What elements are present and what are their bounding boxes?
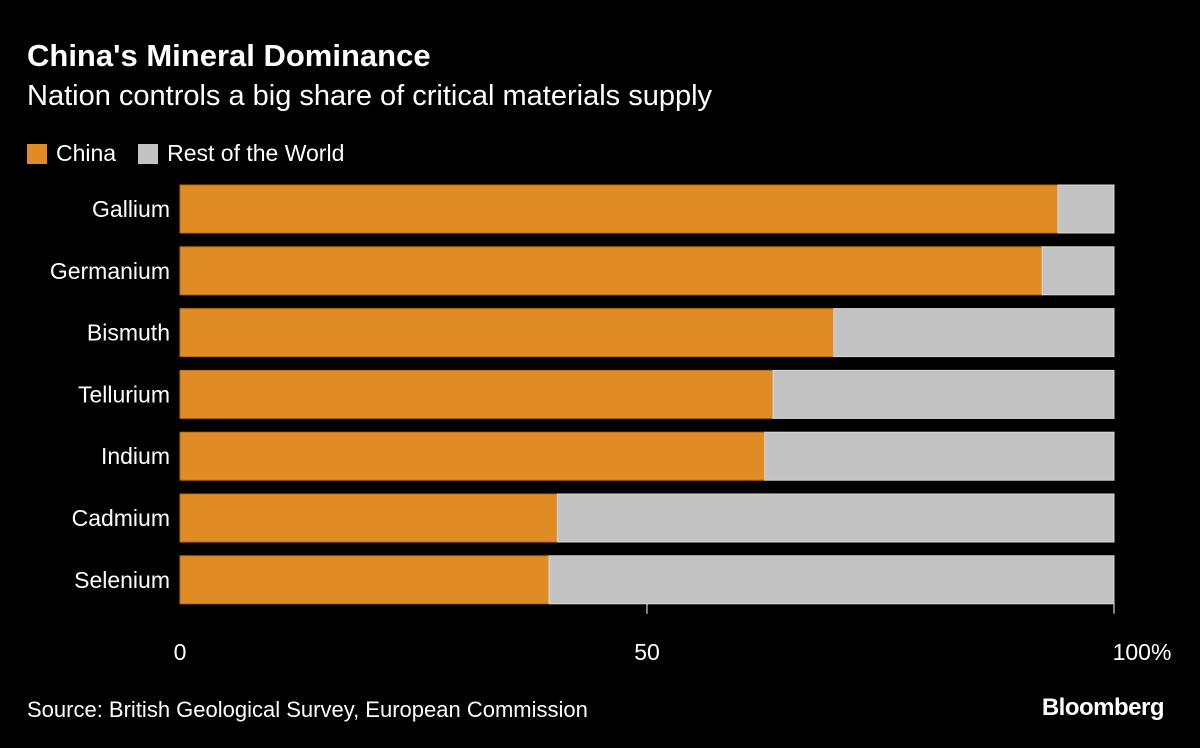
source-note: Source: British Geological Survey, Europ… bbox=[27, 697, 588, 722]
category-label: Bismuth bbox=[87, 320, 170, 346]
bar-gallium-china bbox=[179, 184, 1059, 234]
bar-selenium-rest-of-world bbox=[548, 555, 1115, 605]
chart-title: China's Mineral Dominance bbox=[27, 38, 431, 73]
legend-swatch-china bbox=[27, 143, 47, 164]
legend-item-rest-of-world: Rest of the World bbox=[138, 140, 344, 167]
x-tick-label: 50 bbox=[634, 639, 660, 665]
bar-cadmium-china bbox=[179, 493, 558, 543]
legend-swatch-rest-of-world bbox=[138, 143, 159, 164]
bloomberg-logo: Bloomberg bbox=[1041, 694, 1165, 721]
bar-indium-china bbox=[179, 431, 766, 481]
category-label: Cadmium bbox=[72, 505, 170, 531]
category-label: Indium bbox=[101, 443, 170, 469]
chart-subtitle: Nation controls a big share of critical … bbox=[27, 80, 713, 112]
x-tick-label: 100% bbox=[1113, 639, 1172, 665]
legend-label-rest-of-world: Rest of the World bbox=[167, 140, 345, 166]
legend: China Rest of the World bbox=[27, 140, 366, 167]
bar-tellurium-china bbox=[179, 369, 774, 419]
legend-item-china: China bbox=[27, 140, 116, 167]
category-label: Selenium bbox=[74, 567, 170, 593]
bar-tellurium-rest-of-world bbox=[772, 369, 1115, 419]
x-tick-label: 0 bbox=[174, 639, 187, 665]
bar-bismuth-rest-of-world bbox=[833, 308, 1115, 358]
bar-germanium-rest-of-world bbox=[1041, 246, 1115, 296]
category-label: Tellurium bbox=[78, 381, 170, 407]
bar-indium-rest-of-world bbox=[764, 431, 1115, 481]
bar-germanium-china bbox=[179, 246, 1043, 296]
category-label: Germanium bbox=[50, 258, 170, 284]
bar-cadmium-rest-of-world bbox=[556, 493, 1115, 543]
bar-gallium-rest-of-world bbox=[1057, 184, 1115, 234]
legend-label-china: China bbox=[56, 140, 117, 166]
bar-bismuth-china bbox=[179, 308, 835, 358]
category-label: Gallium bbox=[92, 196, 170, 222]
bar-selenium-china bbox=[179, 555, 550, 605]
